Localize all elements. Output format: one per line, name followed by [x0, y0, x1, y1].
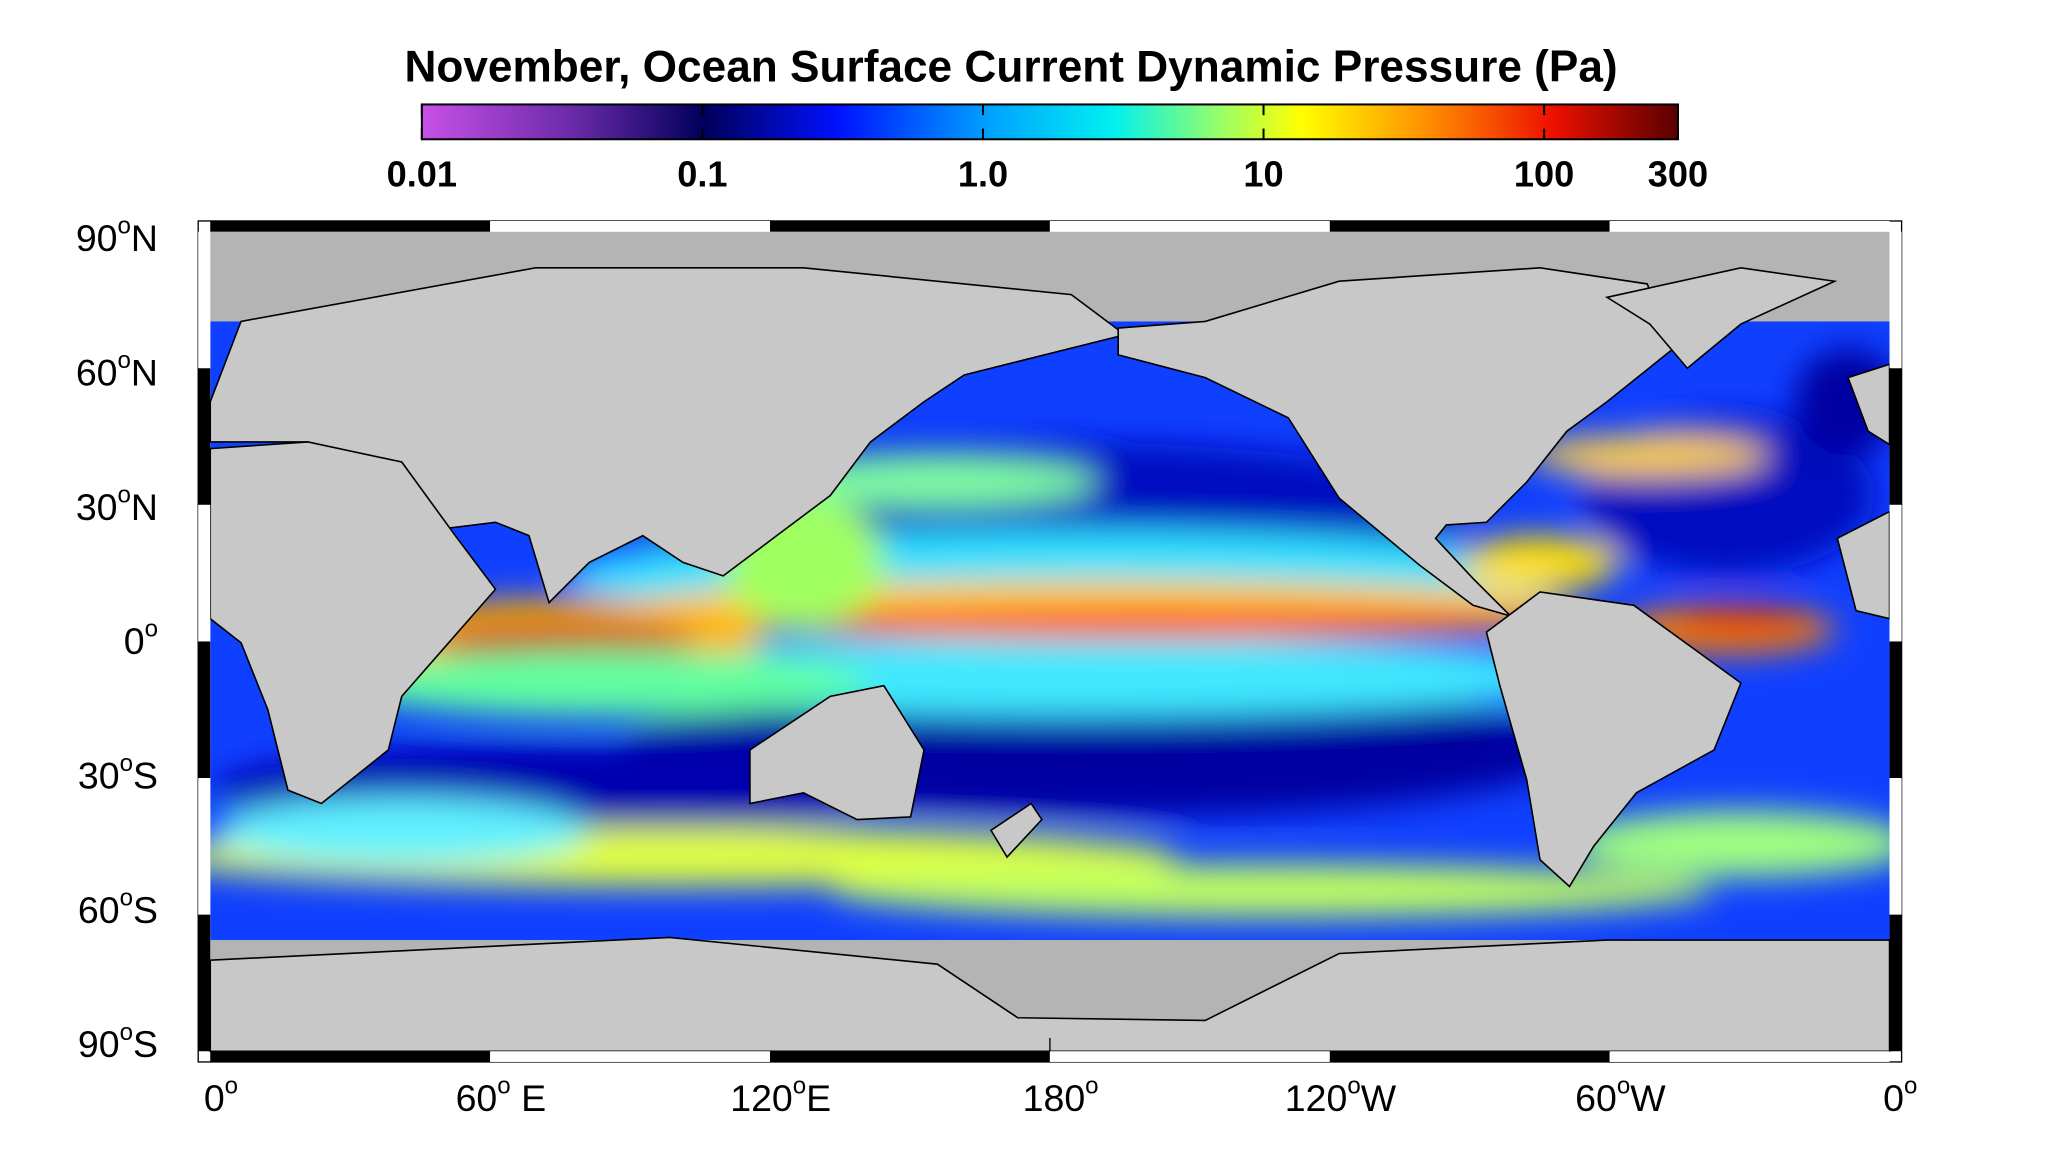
degree-value: 60	[78, 889, 120, 931]
hemisphere: S	[133, 889, 158, 931]
lon-label: 120oW	[1285, 1073, 1397, 1119]
degree-value: 90	[78, 1023, 120, 1065]
degree-symbol: o	[118, 347, 131, 374]
degree-value: 30	[76, 486, 118, 528]
frame-strip	[1609, 1051, 1890, 1062]
lon-label: 120oE	[730, 1073, 831, 1119]
colorbar-tick-label: 300	[1648, 153, 1708, 194]
frame-strip	[198, 914, 211, 1052]
degree-symbol: o	[145, 616, 158, 643]
hemisphere: E	[806, 1077, 831, 1119]
hemisphere: W	[1630, 1077, 1666, 1119]
lon-label: 0o	[1883, 1073, 1917, 1119]
hemisphere: S	[133, 1023, 158, 1065]
degree-value: 60	[76, 351, 118, 393]
lat-label: 90oN	[76, 213, 158, 259]
lon-label: 60oW	[1575, 1073, 1666, 1119]
degree-value: 60	[456, 1077, 498, 1119]
frame-strip	[198, 231, 211, 369]
frame-strips	[198, 220, 1902, 1062]
frame-strip	[198, 641, 211, 779]
degree-symbol: o	[120, 750, 133, 777]
frame-strip	[1049, 1051, 1330, 1062]
hemisphere: N	[131, 486, 158, 528]
frame-strip	[1889, 914, 1902, 1052]
frame-strip	[770, 1051, 1050, 1062]
frame-strip	[770, 220, 1050, 232]
colorbar-tick-label: 0.01	[387, 153, 457, 194]
lat-label: 0o	[124, 616, 158, 662]
degree-value: 0	[204, 1077, 225, 1119]
degree-value: 120	[1285, 1077, 1348, 1119]
frame-strip	[1329, 220, 1610, 232]
frame-strip	[1889, 778, 1902, 915]
hemisphere: N	[131, 217, 158, 259]
frame-strip	[1049, 220, 1330, 232]
frame-strip	[490, 1051, 771, 1062]
degree-symbol: o	[120, 885, 133, 912]
frame-strip	[1329, 1051, 1610, 1062]
degree-symbol: o	[1347, 1073, 1360, 1100]
frame-strip	[198, 368, 211, 505]
title: November, Ocean Surface Current Dynamic …	[404, 42, 1617, 91]
frame-strip	[210, 220, 491, 232]
lon-label: 0o	[204, 1073, 238, 1119]
degree-value: 60	[1575, 1077, 1617, 1119]
frame-strip	[210, 1051, 491, 1062]
lat-label: 30oN	[76, 482, 158, 528]
degree-symbol: o	[793, 1073, 806, 1100]
frame-strip	[1889, 504, 1902, 642]
colorbar-tick-label: 0.1	[677, 153, 727, 194]
degree-value: 30	[78, 754, 120, 796]
land	[209, 267, 1891, 1053]
degree-value: 0	[1883, 1077, 1904, 1119]
frame-strip	[1889, 641, 1902, 779]
lat-label: 90oS	[78, 1019, 158, 1065]
frame-strip	[1609, 220, 1890, 232]
degree-symbol: o	[225, 1073, 238, 1100]
degree-value: 90	[76, 217, 118, 259]
lon-label: 60o E	[456, 1073, 547, 1119]
lat-label: 60oS	[78, 885, 158, 931]
degree-symbol: o	[1617, 1073, 1630, 1100]
hemisphere: W	[1361, 1077, 1397, 1119]
degree-symbol: o	[120, 1019, 133, 1046]
hemisphere: E	[511, 1077, 546, 1119]
frame-strip	[1889, 231, 1902, 369]
frame-strip	[1889, 368, 1902, 505]
degree-value: 0	[124, 620, 145, 662]
degree-symbol: o	[1904, 1073, 1917, 1100]
frame-strip	[490, 220, 771, 232]
degree-symbol: o	[118, 213, 131, 240]
degree-symbol: o	[118, 482, 131, 509]
colorbar	[420, 103, 1679, 141]
colorbar-tick-label: 1.0	[958, 153, 1008, 194]
colorbar-tick-label: 100	[1514, 153, 1574, 194]
lat-label: 30oS	[78, 750, 158, 796]
hemisphere: N	[131, 351, 158, 393]
degree-symbol: o	[497, 1073, 510, 1100]
lat-label: 60oN	[76, 347, 158, 393]
degree-value: 180	[1023, 1077, 1086, 1119]
colorbar-tick-label: 10	[1243, 153, 1283, 194]
frame-strip	[198, 778, 211, 915]
hemisphere: S	[133, 754, 158, 796]
lon-label: 180o	[1023, 1073, 1099, 1119]
frame-strip	[198, 504, 211, 642]
degree-value: 120	[730, 1077, 793, 1119]
degree-symbol: o	[1085, 1073, 1098, 1100]
